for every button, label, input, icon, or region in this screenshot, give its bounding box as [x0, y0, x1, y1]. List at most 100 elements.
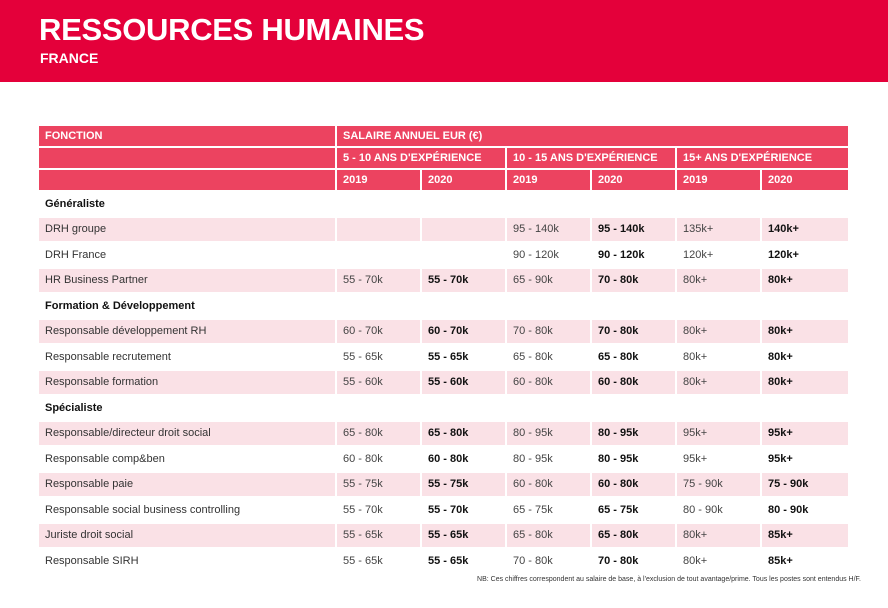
cell-salary-2020: 55 - 65k	[421, 548, 507, 575]
cell-salary-2019: 95 - 140k	[506, 216, 592, 243]
cell-salary-2020: 60 - 70k	[421, 318, 507, 345]
section-title: Spécialiste	[39, 395, 848, 422]
header-experience-group: 5 - 10 ANS D'EXPÉRIENCE	[336, 147, 507, 170]
cell-fonction: Responsable développement RH	[39, 318, 337, 345]
cell-salary-2019: 80k+	[676, 344, 762, 371]
cell-fonction: DRH groupe	[39, 216, 337, 243]
footnote: NB: Ces chiffres correspondent au salair…	[477, 576, 861, 583]
cell-salary-2019: 65 - 80k	[506, 344, 592, 371]
table-body: Généraliste DRH groupe 95 - 140k 95 - 140k 1…	[39, 191, 848, 575]
cell-salary-2020: 70 - 80k	[591, 267, 677, 294]
header-year: 2019	[336, 169, 422, 192]
section-row: Spécialiste	[39, 395, 848, 422]
cell-salary-2020: 120k+	[761, 242, 848, 269]
cell-salary-2019: 80k+	[676, 318, 762, 345]
cell-salary-2020: 65 - 80k	[591, 522, 677, 549]
cell-salary-2020: 95k+	[761, 420, 848, 447]
cell-salary-2020	[421, 242, 507, 269]
cell-salary-2020: 80k+	[761, 344, 848, 371]
cell-salary-2020: 55 - 65k	[421, 522, 507, 549]
cell-salary-2020: 55 - 60k	[421, 369, 507, 396]
table-row: Responsable paie 55 - 75k 55 - 75k 60 - 80k…	[39, 471, 848, 498]
cell-fonction: Responsable formation	[39, 369, 337, 396]
cell-salary-2019: 65 - 80k	[506, 522, 592, 549]
cell-fonction: Responsable recrutement	[39, 344, 337, 371]
cell-salary-2020: 70 - 80k	[591, 548, 677, 575]
cell-salary-2020: 90 - 120k	[591, 242, 677, 269]
page-title: RESSOURCES HUMAINES	[39, 12, 425, 47]
section-row: Généraliste	[39, 191, 848, 218]
section-row: Formation & Développement	[39, 293, 848, 320]
cell-salary-2019: 80 - 95k	[506, 420, 592, 447]
cell-salary-2020: 140k+	[761, 216, 848, 243]
cell-salary-2019: 120k+	[676, 242, 762, 269]
cell-salary-2019: 55 - 60k	[336, 369, 422, 396]
cell-salary-2020: 80k+	[761, 369, 848, 396]
cell-fonction: Responsable social business controlling	[39, 497, 337, 524]
page-subtitle: FRANCE	[40, 50, 99, 66]
table-row: DRH France 90 - 120k 90 - 120k 120k+ 120k+	[39, 242, 848, 269]
cell-salary-2020: 55 - 70k	[421, 267, 507, 294]
header-empty	[39, 147, 337, 170]
cell-salary-2019: 135k+	[676, 216, 762, 243]
cell-salary-2019: 60 - 80k	[506, 471, 592, 498]
cell-salary-2020: 80k+	[761, 318, 848, 345]
cell-salary-2019: 55 - 65k	[336, 344, 422, 371]
header-salary: SALAIRE ANNUEL EUR (€)	[336, 126, 848, 148]
cell-salary-2019: 80k+	[676, 548, 762, 575]
table-row: Responsable comp&ben 60 - 80k 60 - 80k 80 -…	[39, 446, 848, 473]
salary-table: FONCTION SALAIRE ANNUEL EUR (€) 5 - 10 A…	[39, 126, 848, 575]
cell-salary-2019: 80k+	[676, 267, 762, 294]
table-header: FONCTION SALAIRE ANNUEL EUR (€) 5 - 10 A…	[39, 126, 848, 192]
cell-salary-2019: 90 - 120k	[506, 242, 592, 269]
cell-fonction: Responsable comp&ben	[39, 446, 337, 473]
cell-salary-2019: 60 - 80k	[336, 446, 422, 473]
cell-salary-2019: 55 - 75k	[336, 471, 422, 498]
section-title: Formation & Développement	[39, 293, 848, 320]
cell-salary-2019: 60 - 80k	[506, 369, 592, 396]
cell-salary-2020: 55 - 75k	[421, 471, 507, 498]
cell-fonction: Responsable SIRH	[39, 548, 337, 575]
cell-salary-2020: 80 - 90k	[761, 497, 848, 524]
cell-salary-2020: 70 - 80k	[591, 318, 677, 345]
cell-salary-2020: 75 - 90k	[761, 471, 848, 498]
cell-salary-2020: 60 - 80k	[421, 446, 507, 473]
cell-fonction: HR Business Partner	[39, 267, 337, 294]
table-row: Responsable/directeur droit social 65 - 8…	[39, 420, 848, 447]
cell-fonction: DRH France	[39, 242, 337, 269]
table-row: Juriste droit social 55 - 65k 55 - 65k 65 -…	[39, 522, 848, 549]
cell-salary-2020: 65 - 80k	[421, 420, 507, 447]
cell-salary-2019: 55 - 70k	[336, 267, 422, 294]
header-empty	[39, 169, 337, 192]
cell-salary-2020: 55 - 65k	[421, 344, 507, 371]
cell-salary-2019: 80k+	[676, 522, 762, 549]
cell-salary-2020: 80k+	[761, 267, 848, 294]
section-title: Généraliste	[39, 191, 848, 218]
cell-salary-2019	[336, 242, 422, 269]
cell-salary-2019: 80k+	[676, 369, 762, 396]
header-year: 2020	[421, 169, 507, 192]
cell-salary-2019: 75 - 90k	[676, 471, 762, 498]
cell-salary-2020: 80 - 95k	[591, 446, 677, 473]
cell-salary-2019: 95k+	[676, 420, 762, 447]
cell-fonction: Responsable/directeur droit social	[39, 420, 337, 447]
header-year: 2020	[591, 169, 677, 192]
cell-salary-2020: 85k+	[761, 548, 848, 575]
cell-salary-2020: 60 - 80k	[591, 471, 677, 498]
cell-salary-2019: 95k+	[676, 446, 762, 473]
cell-salary-2020: 55 - 70k	[421, 497, 507, 524]
header-fonction: FONCTION	[39, 126, 337, 148]
table-row: HR Business Partner 55 - 70k 55 - 70k 65 - …	[39, 267, 848, 294]
table-row: Responsable formation 55 - 60k 55 - 60k 60 …	[39, 369, 848, 396]
cell-salary-2019	[336, 216, 422, 243]
cell-salary-2019: 65 - 75k	[506, 497, 592, 524]
table-row: DRH groupe 95 - 140k 95 - 140k 135k+ 140k+	[39, 216, 848, 243]
header-year: 2019	[676, 169, 762, 192]
cell-salary-2020: 95 - 140k	[591, 216, 677, 243]
cell-salary-2019: 55 - 65k	[336, 548, 422, 575]
cell-salary-2019: 70 - 80k	[506, 548, 592, 575]
cell-salary-2019: 70 - 80k	[506, 318, 592, 345]
header-year: 2020	[761, 169, 848, 192]
cell-salary-2020: 95k+	[761, 446, 848, 473]
cell-salary-2019: 80 - 95k	[506, 446, 592, 473]
